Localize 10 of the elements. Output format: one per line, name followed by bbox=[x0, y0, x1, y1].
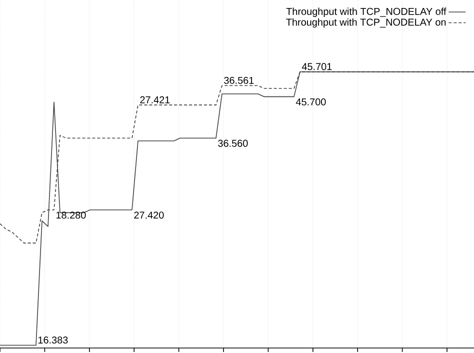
annotation: 27.420 bbox=[134, 212, 164, 219]
text: 45.701 bbox=[302, 63, 332, 70]
annotation: 36.561 bbox=[224, 76, 254, 84]
annotation: 45.700 bbox=[296, 98, 326, 106]
annotation: 18.280 bbox=[56, 212, 86, 219]
legend-label: Throughput with TCP_NODELAY on bbox=[286, 18, 446, 28]
annotation: 16.383 bbox=[38, 336, 68, 344]
legend-label: Throughput with TCP_NODELAY off bbox=[286, 8, 446, 17]
annotation: 27.421 bbox=[140, 96, 170, 104]
annotation: 36.560 bbox=[218, 140, 248, 147]
